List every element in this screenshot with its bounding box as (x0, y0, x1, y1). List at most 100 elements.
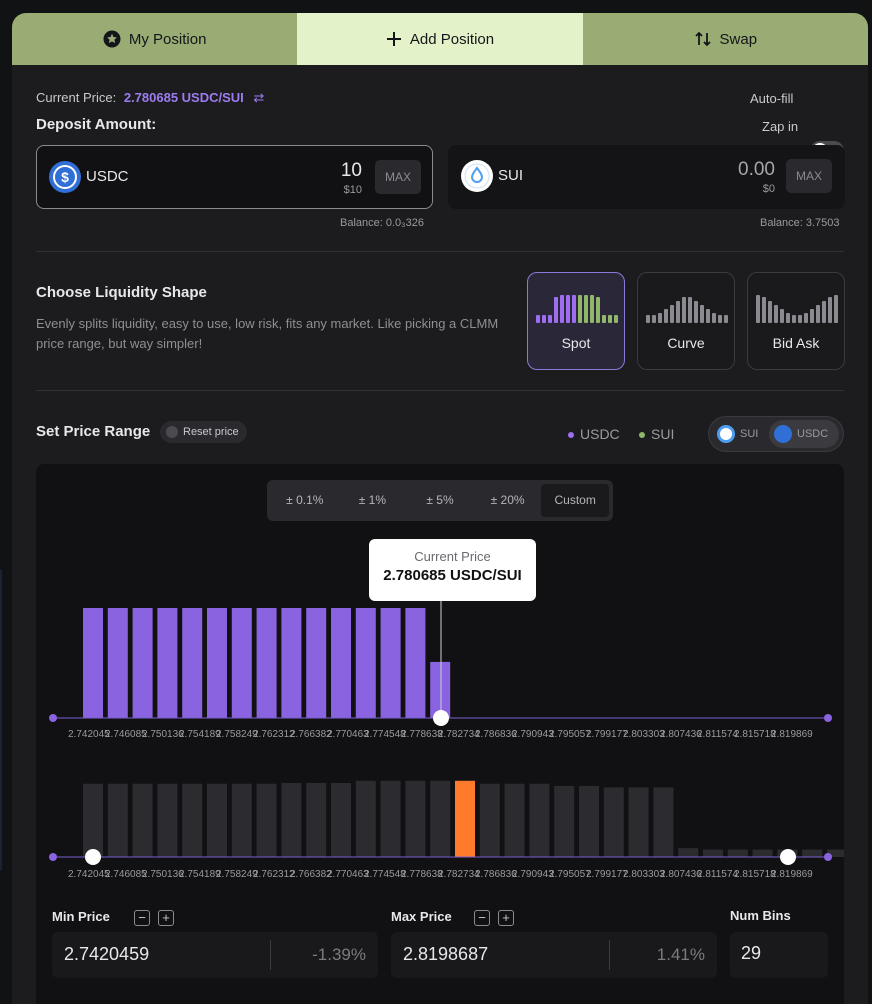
axis-tick-label: 2.758249 (216, 869, 258, 880)
shape-label: Curve (667, 335, 705, 351)
price-bin-bar (529, 783, 550, 857)
tab-bar: My Position Add Position Swap (12, 13, 868, 65)
shape-option-spot[interactable]: Spot (527, 272, 625, 370)
tab-label: Add Position (409, 30, 495, 48)
liquidity-bar (281, 608, 302, 718)
price-bin-bar (455, 780, 475, 857)
num-bins-value[interactable]: 29 (741, 943, 762, 963)
usdc-amount[interactable]: 10 (340, 160, 362, 181)
axis-tick-label: 2.770463 (327, 869, 369, 880)
legend-label: USDC (580, 426, 620, 442)
percent-option-1[interactable]: ± 1% (358, 493, 387, 507)
current-price-row: Current Price: 2.780685 USDC/SUI ⇄ (36, 90, 264, 106)
axis-tick-label: 2.742045 (68, 869, 110, 880)
usdc-coin-icon: $ (49, 161, 81, 193)
tab-label: Swap (719, 30, 758, 48)
star-icon (103, 30, 121, 48)
zapin-label: Zap in (762, 119, 799, 134)
liquidity-bar (405, 608, 426, 718)
range-end-dot (824, 853, 832, 861)
min-price-input[interactable]: 2.7420459 -1.39% (52, 932, 378, 978)
current-price-value: 2.780685 USDC/SUI (123, 90, 244, 105)
shape-option-bid-ask[interactable]: Bid Ask (747, 272, 845, 370)
axis-tick-label: 2.762312 (253, 729, 295, 740)
max-price-input[interactable]: 2.8198687 1.41% (391, 932, 717, 978)
max-price-decrement[interactable]: − (474, 910, 490, 926)
tab-swap[interactable]: Swap (582, 13, 868, 65)
percent-option-5[interactable]: ± 5% (426, 493, 454, 507)
spot-shape-icon (536, 295, 618, 323)
usdc-usd-value: $10 (343, 184, 362, 196)
legend-sui: SUI (639, 426, 674, 442)
tab-add-position[interactable]: Add Position (297, 13, 583, 65)
sui-max-button[interactable]: MAX (786, 159, 832, 193)
axis-tick-label: 2.774548 (364, 729, 406, 740)
liquidity-bar (83, 608, 103, 718)
liquidity-bar (107, 608, 128, 718)
max-price-increment[interactable]: + (498, 910, 514, 926)
autofill-label: Auto-fill (750, 91, 794, 106)
sui-token-label: SUI (498, 167, 524, 184)
usdc-deposit-field[interactable]: $ USDC 10 $10 MAX (36, 145, 433, 209)
price-bin-bar (678, 848, 699, 857)
sui-balance: Balance: 3.7503 (760, 217, 840, 229)
usdc-balance: Balance: 0.0₃326 (340, 217, 424, 229)
price-range-chart-area: ± 0.1% ± 1% ± 5% ± 20% Custom Current Pr… (36, 464, 844, 1004)
liquidity-bar (256, 608, 277, 718)
shape-description: Evenly splits liquidity, easy to use, lo… (36, 316, 499, 351)
token-option-usdc[interactable]: USDC (769, 420, 839, 448)
axis-tick-label: 2.795057 (549, 869, 591, 880)
axis-tick-label: 2.766382 (290, 729, 332, 740)
shape-option-curve[interactable]: Curve (637, 272, 735, 370)
token-toggle[interactable]: SUI USDC (708, 416, 844, 452)
range-title: Set Price Range (36, 423, 151, 440)
num-bins-label: Num Bins (730, 908, 791, 923)
price-bin-bar (107, 783, 128, 857)
price-bin-bar (157, 783, 178, 857)
price-bin-bar (380, 780, 401, 857)
invert-price-icon[interactable]: ⇄ (253, 90, 265, 105)
sui-coin-icon (461, 160, 493, 192)
axis-tick-label: 2.786836 (475, 869, 517, 880)
range-end-dot (49, 714, 57, 722)
usdc-max-button[interactable]: MAX (375, 160, 421, 194)
max-price-value[interactable]: 2.8198687 (403, 944, 489, 964)
price-bin-bar (504, 783, 525, 857)
liquidity-bar (157, 608, 178, 718)
percent-option-0-1[interactable]: ± 0.1% (286, 493, 324, 507)
percent-option-custom[interactable]: Custom (541, 484, 609, 517)
price-bin-bar (479, 783, 500, 857)
token-option-sui[interactable]: SUI (713, 421, 765, 447)
liquidity-bar (132, 608, 153, 718)
price-bin-bar (653, 787, 674, 857)
liquidity-bar (355, 608, 376, 718)
axis-tick-label: 2.803303 (623, 729, 665, 740)
reset-price-button[interactable]: Reset price (160, 421, 247, 443)
tooltip-value: 2.780685 USDC/SUI (383, 567, 522, 584)
sui-coin-icon (717, 425, 735, 443)
axis-tick-label: 2.770463 (327, 729, 369, 740)
min-price-decrement[interactable]: − (134, 910, 150, 926)
axis-tick-label: 2.807436 (660, 729, 702, 740)
price-bin-bar (331, 783, 351, 857)
axis-tick-label: 2.746085 (105, 729, 147, 740)
shape-title: Choose Liquidity Shape (36, 284, 207, 301)
min-price-value[interactable]: 2.7420459 (64, 944, 150, 964)
axis-tick-label: 2.807436 (660, 869, 702, 880)
liquidity-chart[interactable] (36, 464, 844, 1004)
liquidity-bar (182, 608, 203, 718)
tab-my-position[interactable]: My Position (12, 13, 298, 65)
curve-shape-icon (646, 297, 728, 323)
axis-tick-label: 2.762312 (253, 869, 295, 880)
sui-deposit-field[interactable]: SUI 0.00 $0 MAX (448, 145, 845, 209)
axis-tick-label: 2.778638 (401, 729, 443, 740)
axis-tick-label: 2.750136 (142, 869, 184, 880)
swap-icon (694, 31, 711, 47)
num-bins-input[interactable]: 29 (730, 932, 828, 978)
price-bin-bar (802, 849, 823, 857)
sui-amount[interactable]: 0.00 (738, 159, 775, 180)
min-price-increment[interactable]: + (158, 910, 174, 926)
divider (36, 251, 844, 252)
percent-option-20[interactable]: ± 20% (490, 493, 525, 507)
price-bin-bar (182, 783, 203, 857)
